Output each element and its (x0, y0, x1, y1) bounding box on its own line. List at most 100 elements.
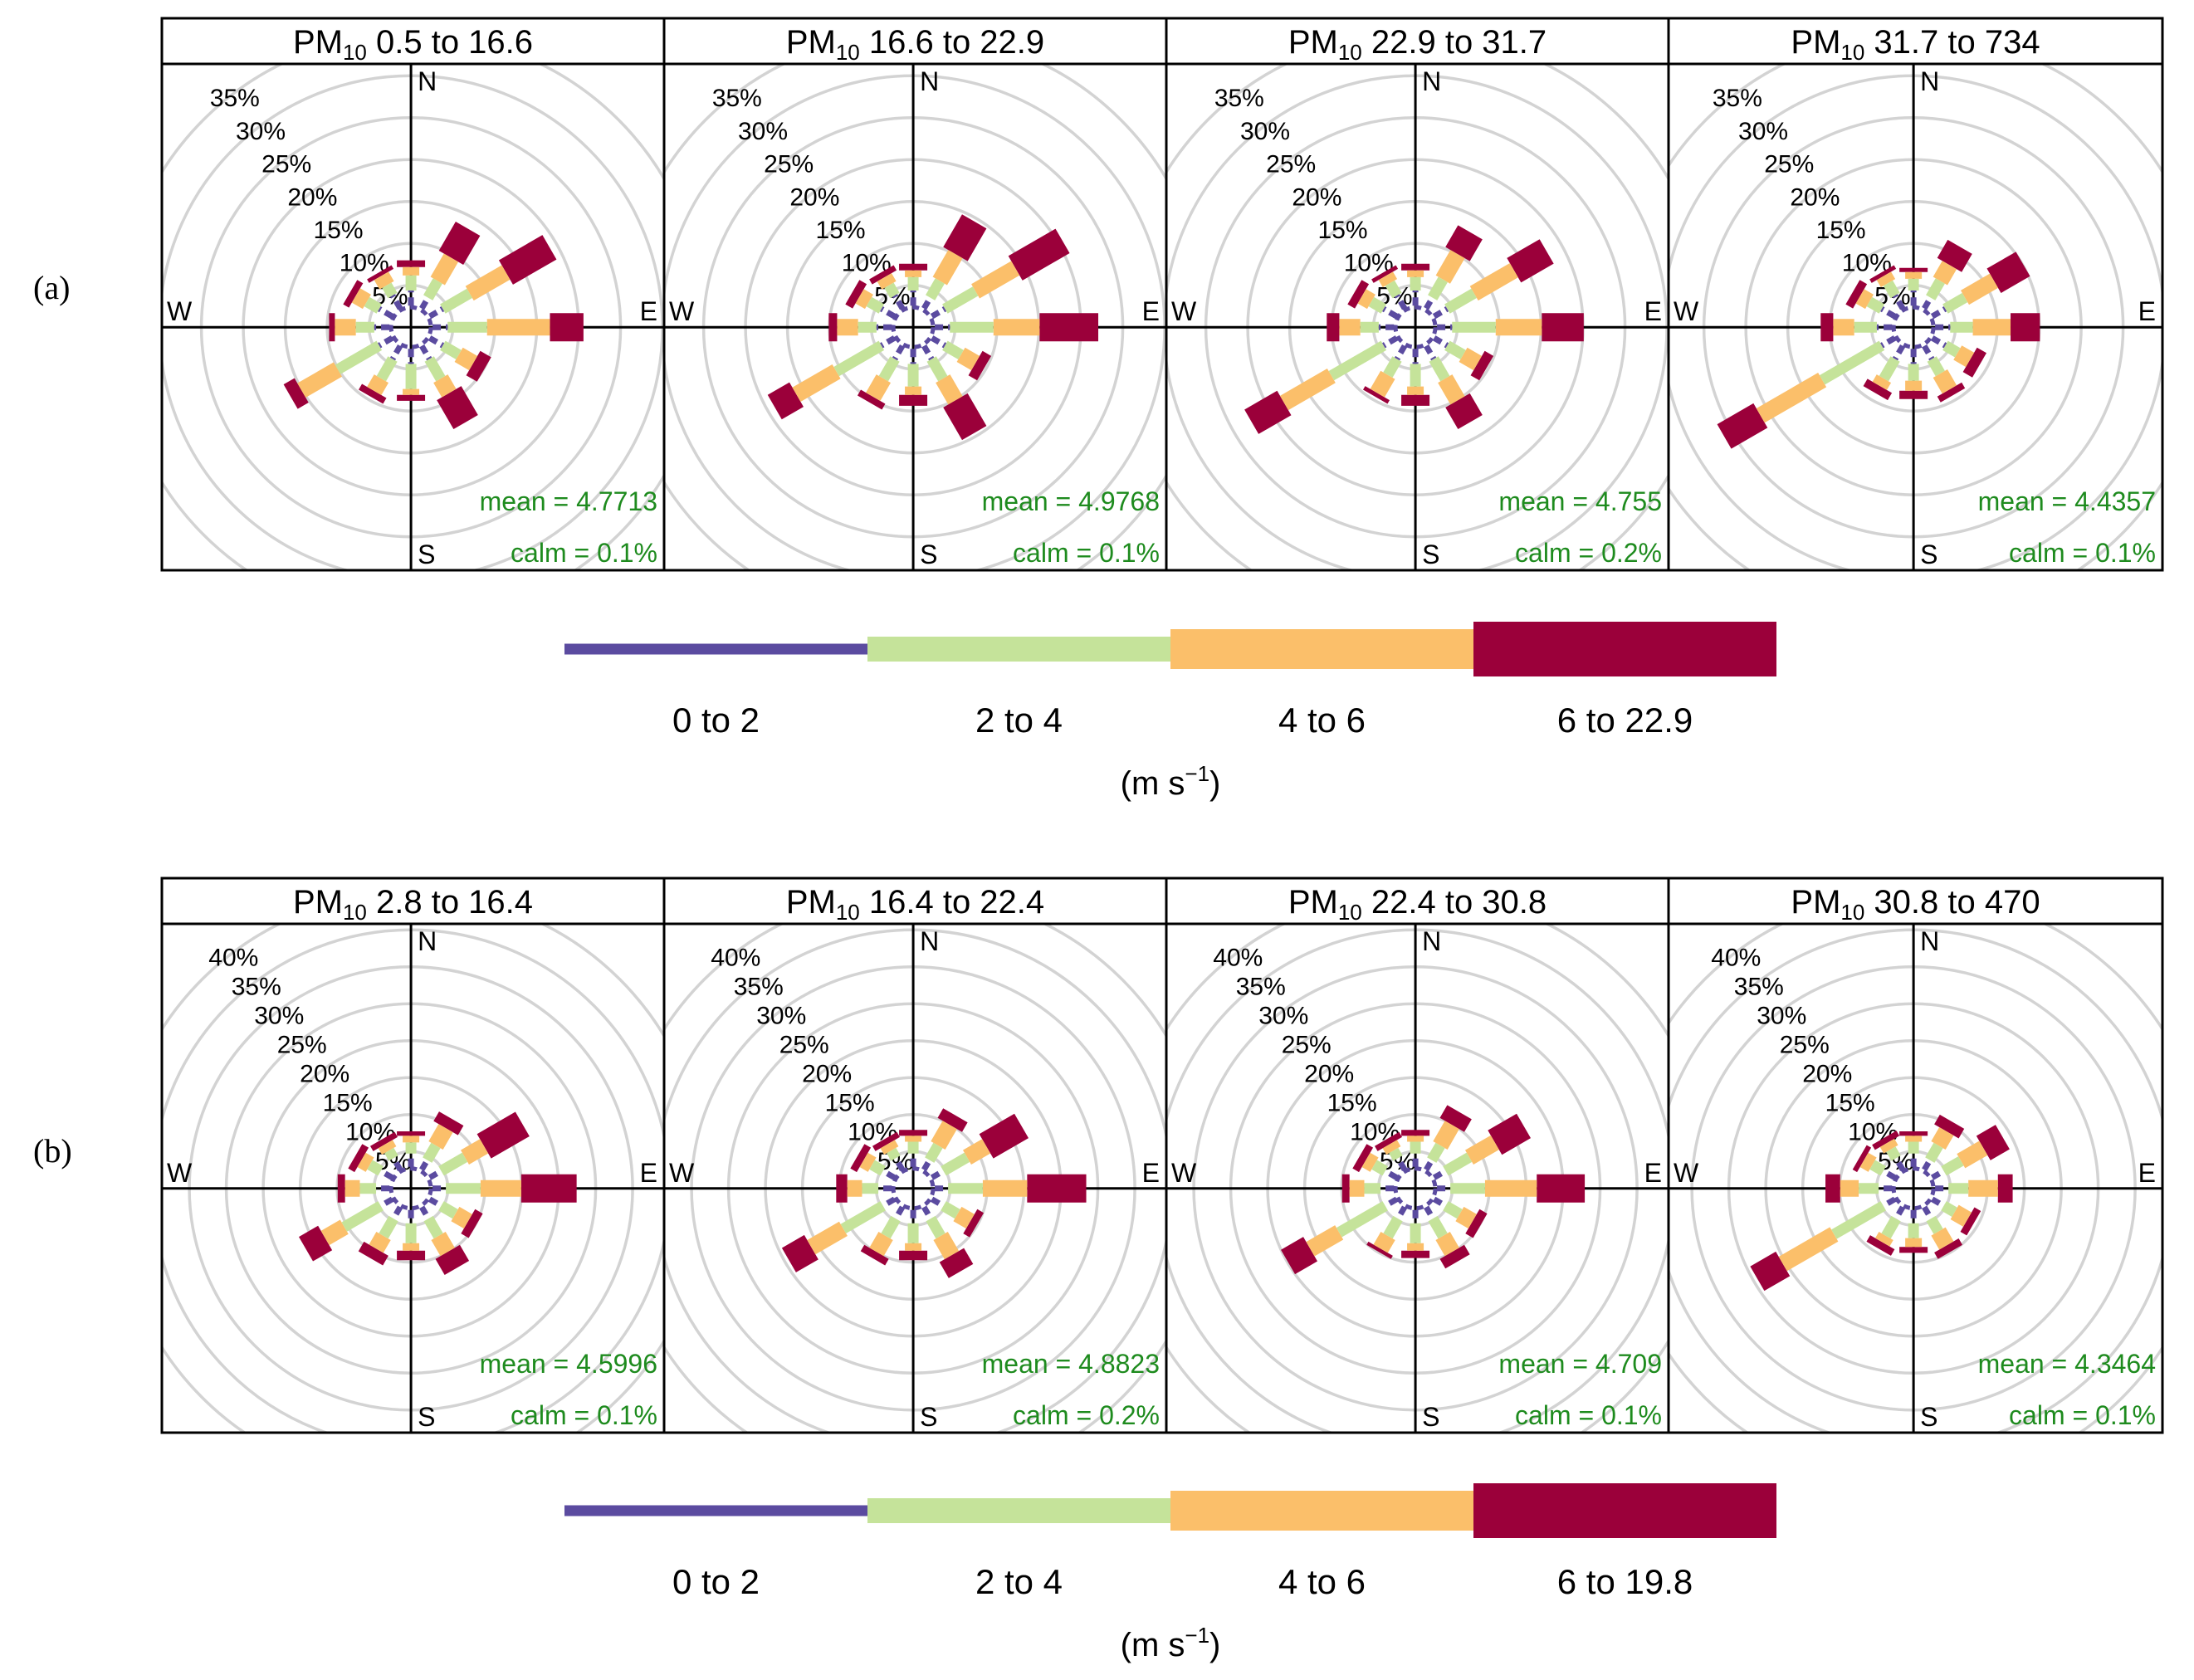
petal-segment (465, 265, 511, 301)
petal-segment (384, 1147, 398, 1161)
compass-west: W (1171, 296, 1197, 326)
legend-bin-label: 2 to 4 (975, 701, 1063, 740)
calm-ring (1891, 305, 1936, 349)
petal-segment (376, 356, 398, 382)
petal-segment (1383, 1215, 1403, 1239)
title-subscript: 10 (1840, 40, 1864, 65)
panel-title: PM10 22.4 to 30.8 (1288, 884, 1547, 925)
petal-segment (1470, 350, 1494, 381)
petal-segment (859, 1152, 877, 1172)
petal-segment (1880, 335, 1897, 349)
petal-segment (1279, 368, 1336, 411)
petal-segment (1464, 1135, 1499, 1165)
petal-segment (1941, 1201, 1957, 1217)
petal-segment (1831, 1201, 1886, 1239)
petal-segment (1922, 344, 1935, 361)
petal-segment (1845, 280, 1868, 309)
calm-label: calm = 0.1% (1013, 538, 1160, 568)
title-prefix: PM (1288, 24, 1338, 61)
petal-segment (423, 1215, 443, 1239)
petals (1281, 1105, 1586, 1275)
title-subscript: 10 (343, 40, 367, 65)
petal-segment (1328, 340, 1387, 381)
petal-segment (435, 1244, 470, 1275)
petal-segment (1866, 1235, 1895, 1256)
petal-segment (1863, 378, 1893, 401)
petal-segment (850, 1144, 872, 1173)
title-prefix: PM (786, 24, 836, 61)
compass-south: S (418, 1402, 435, 1432)
petal-segment (1925, 1142, 1943, 1163)
title-prefix: PM (293, 884, 343, 921)
petal-segment (1886, 1146, 1901, 1161)
petal-segment (1347, 280, 1370, 309)
compass-west: W (1674, 1158, 1699, 1188)
petal-segment (943, 214, 987, 261)
calm-ring (388, 305, 433, 349)
legend-unit: (m s−1) (1121, 761, 1221, 802)
petal-segment (1962, 347, 1986, 378)
petal-segment (389, 294, 403, 310)
petal-segment (498, 235, 557, 285)
petal-segment (1855, 289, 1874, 310)
panel-title: PM10 22.9 to 31.7 (1288, 24, 1547, 65)
petal-segment (869, 265, 897, 285)
petal-segment (1432, 1168, 1448, 1180)
unit-exponent: −1 (1185, 1623, 1209, 1648)
petal-segment (921, 344, 935, 361)
petal-segment (939, 1248, 974, 1278)
legend-bin-label: 4 to 6 (1278, 1562, 1366, 1601)
petal-segment (1892, 294, 1906, 310)
petal-segment (866, 296, 885, 314)
petal-segment (1443, 1152, 1473, 1176)
petal-segment (1953, 345, 1975, 368)
petal-segment (1866, 296, 1885, 314)
petal-segment (1371, 265, 1399, 283)
petal-segment (1869, 1160, 1886, 1176)
petal-segment (299, 1225, 333, 1262)
petal-segment (389, 344, 403, 361)
ring-label: 15% (314, 217, 364, 244)
panel-title: PM10 16.6 to 22.9 (786, 24, 1044, 65)
petal-segment (1892, 344, 1906, 361)
petal-segment (320, 1219, 349, 1246)
petal-segment (454, 347, 478, 371)
petal-segment (893, 1156, 906, 1171)
petal-segment (1937, 382, 1966, 403)
petal-segment (335, 340, 383, 374)
ring-label: 30% (1258, 1003, 1308, 1030)
petal-segment (1443, 1201, 1463, 1219)
petal-segment (419, 1205, 432, 1220)
legend-swatch (867, 637, 1170, 662)
title-subscript: 10 (1840, 900, 1864, 925)
petal-segment (428, 1168, 443, 1180)
petal-segment (921, 1158, 932, 1171)
legend-bin-label: 0 to 2 (672, 701, 760, 740)
petal-segment (1363, 386, 1390, 404)
ring-label: 30% (1240, 118, 1290, 145)
petal-segment (881, 1168, 897, 1180)
panel-frame (1667, 62, 2164, 572)
petal-segment (892, 294, 906, 310)
petals (299, 1111, 577, 1275)
petal-segment (1852, 1145, 1872, 1173)
petal-segment (1942, 292, 1968, 314)
ring-label: 40% (1711, 945, 1761, 972)
petal-segment (378, 1140, 397, 1155)
petal-segment (438, 221, 481, 265)
petal-segment (1432, 1196, 1448, 1209)
petal-segment (942, 286, 979, 314)
mean-speed-label: mean = 4.4357 (1978, 486, 2156, 516)
title-prefix: PM (786, 884, 836, 921)
petal-segment (1879, 1138, 1898, 1154)
petal-segment (1371, 1160, 1388, 1176)
calm-label: calm = 0.2% (1515, 538, 1662, 568)
compass-west: W (1171, 1158, 1197, 1188)
petal-segment (962, 1139, 991, 1165)
legend-bin-label: 6 to 19.8 (1557, 1562, 1693, 1601)
petal-segment (433, 374, 457, 398)
ring-label: 15% (1327, 1090, 1377, 1117)
title-prefix: PM (1791, 884, 1840, 921)
petal-segment (1383, 356, 1402, 378)
petal-segment (1922, 1158, 1933, 1171)
